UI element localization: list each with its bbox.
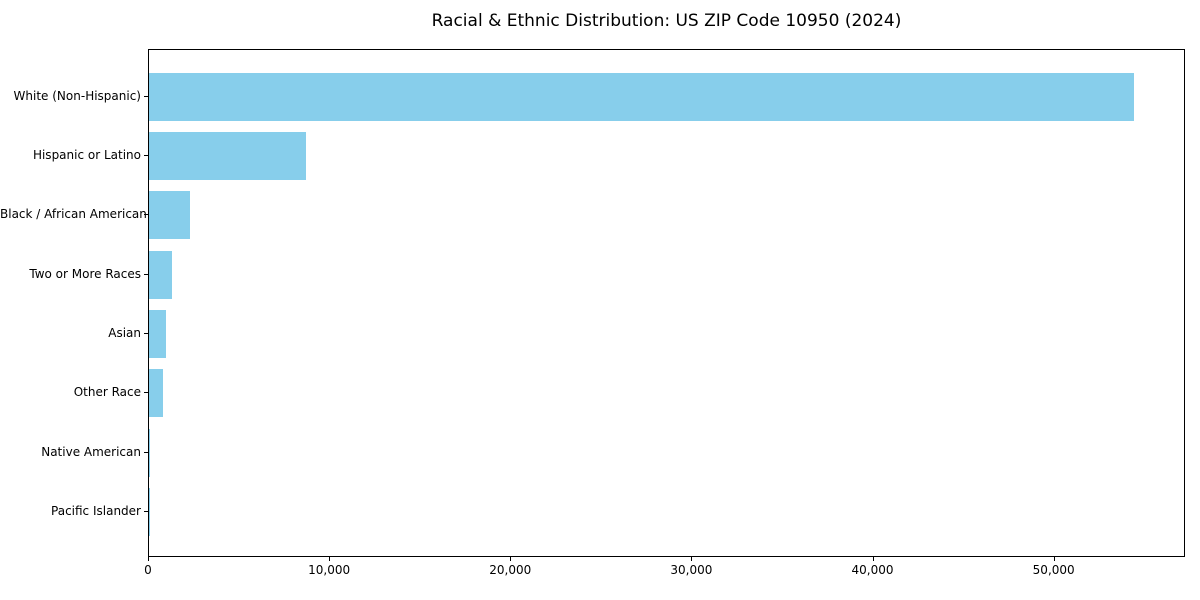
x-tick-mark: [148, 557, 149, 561]
bar-white-non-hispanic: [149, 72, 1135, 121]
plot-area: [148, 49, 1185, 557]
y-tick-label: Two or More Races: [29, 266, 141, 281]
y-tick-mark: [144, 155, 148, 157]
y-tick-label: Hispanic or Latino: [32, 148, 141, 163]
bar-asian: [149, 310, 167, 358]
x-tick-mark: [872, 557, 874, 561]
bar-hispanic-or-latino: [149, 132, 307, 181]
y-tick-label: Pacific Islander: [51, 503, 141, 518]
y-tick-mark: [144, 451, 148, 453]
y-tick-label: Black / African American: [0, 207, 147, 222]
bar-two-or-more-races: [149, 250, 172, 299]
y-tick-mark: [144, 392, 148, 394]
bar-native-american: [149, 428, 150, 477]
chart-title: Racial & Ethnic Distribution: US ZIP Cod…: [431, 11, 902, 31]
x-tick-mark: [691, 557, 693, 561]
x-tick-label: 50,000: [1032, 563, 1075, 577]
x-tick-mark: [329, 557, 331, 561]
x-tick-mark: [1053, 557, 1055, 561]
y-tick-mark: [144, 214, 148, 216]
x-tick-label: 20,000: [489, 563, 532, 577]
bar-other-race: [149, 369, 164, 418]
y-tick-mark: [144, 273, 148, 275]
y-tick-mark: [144, 510, 148, 512]
x-tick-label: 0: [144, 563, 152, 577]
y-tick-label: Other Race: [73, 385, 141, 400]
y-tick-label: Asian: [108, 326, 141, 340]
y-tick-label: Native American: [41, 444, 141, 459]
x-tick-label: 40,000: [851, 563, 894, 577]
bar-black-african-american: [149, 191, 190, 240]
y-tick-mark: [144, 95, 148, 97]
y-tick-label: White (Non-Hispanic): [13, 88, 141, 103]
x-tick-label: 30,000: [670, 563, 713, 577]
x-tick-mark: [510, 557, 512, 561]
x-tick-label: 10,000: [308, 563, 351, 577]
y-tick-mark: [144, 333, 148, 334]
